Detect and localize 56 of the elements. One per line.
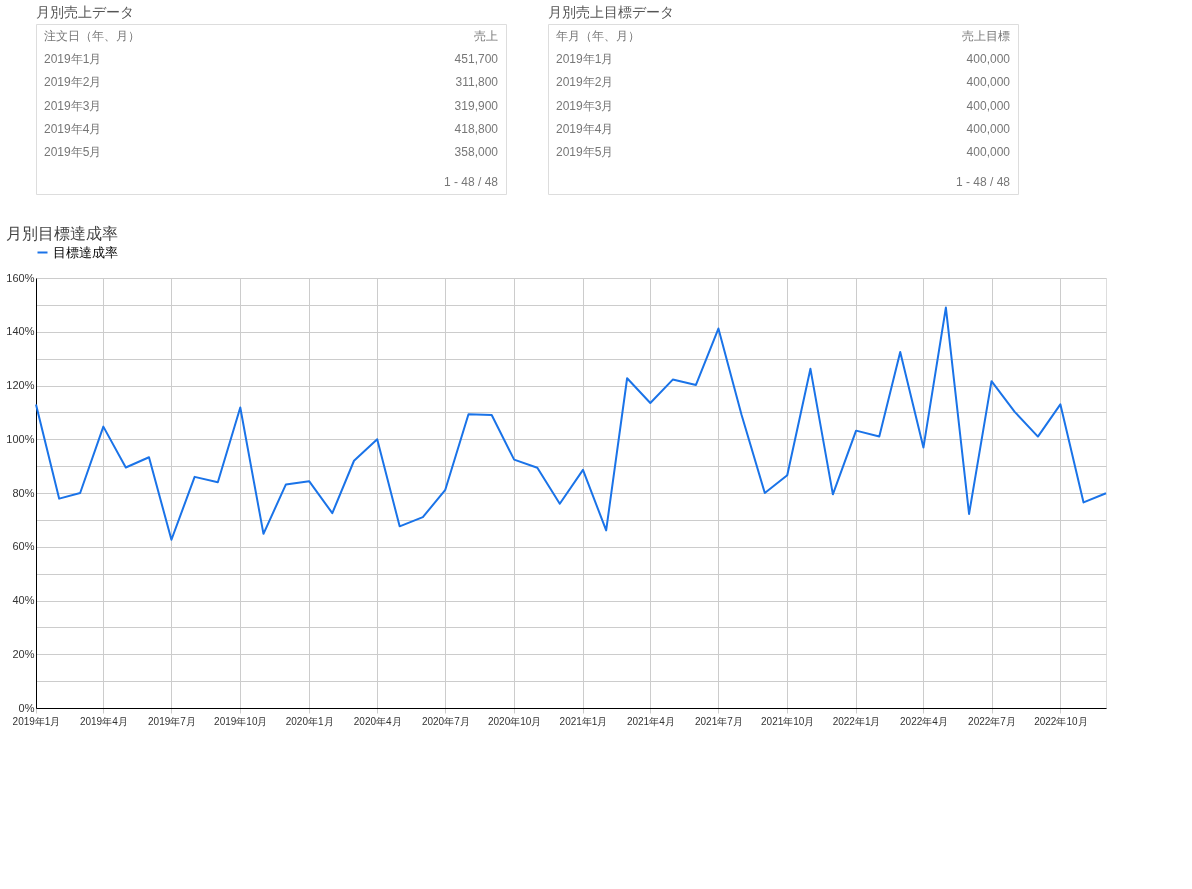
y-tick-label: 0% <box>18 701 35 714</box>
y-tick-label: 40% <box>12 594 35 606</box>
x-tick-label: 2022年10月 <box>1034 715 1088 727</box>
text: 311,800 <box>455 75 499 90</box>
text: 注文日（年、月） <box>44 28 140 43</box>
text: 1 - 48 / 48 <box>955 175 1011 190</box>
x-tick-label: 2019年10月 <box>214 715 268 727</box>
text: 月別売上目標データ <box>548 4 674 20</box>
x-tick-label: 2020年4月 <box>353 715 402 727</box>
text: 売上 <box>474 28 498 43</box>
x-tick-label: 2021年1月 <box>559 715 608 727</box>
text: 2019年4月 <box>44 121 102 136</box>
text: 2019年3月 <box>44 98 102 113</box>
text: 400,000 <box>966 51 1011 66</box>
y-tick-label: 120% <box>6 379 35 391</box>
x-tick-label: 2022年4月 <box>900 715 948 727</box>
y-tick-label: 100% <box>6 432 35 445</box>
y-tick-label: 160% <box>6 271 35 284</box>
text: 2019年2月 <box>556 75 614 90</box>
x-tick-label: 2019年1月 <box>12 715 61 727</box>
text: 2019年1月 <box>44 51 102 66</box>
y-tick-label: 140% <box>6 325 35 338</box>
text: 418,800 <box>454 121 499 136</box>
x-tick-label: 2021年10月 <box>761 715 815 727</box>
text: 400,000 <box>966 145 1011 160</box>
y-tick-label: 60% <box>12 540 35 553</box>
y-tick-label: 80% <box>12 486 35 499</box>
x-tick-label: 2020年1月 <box>285 715 334 727</box>
x-tick-label: 2020年7月 <box>421 715 470 727</box>
text: 年月（年、月） <box>556 28 640 43</box>
x-tick-label: 2019年7月 <box>148 715 196 727</box>
line-series <box>35 306 1107 541</box>
legend-label: 目標達成率 <box>53 244 118 260</box>
x-tick-label: 2022年7月 <box>968 715 1016 727</box>
text: 2019年4月 <box>556 121 614 136</box>
x-tick-label: 2020年10月 <box>487 715 542 727</box>
text: 400,000 <box>966 98 1011 113</box>
x-tick-label: 2021年4月 <box>626 715 675 727</box>
text: 400,000 <box>966 75 1011 90</box>
text: 月別売上データ <box>36 4 134 20</box>
text: 1 - 48 / 48 <box>443 175 499 190</box>
chart-title: 月別目標達成率 <box>5 225 118 242</box>
text: 2019年5月 <box>556 145 614 160</box>
text: 2019年3月 <box>556 98 614 113</box>
text: 2019年5月 <box>44 145 102 160</box>
text: 2019年2月 <box>44 75 102 90</box>
text: 451,700 <box>454 51 499 66</box>
x-tick-label: 2022年1月 <box>832 715 881 727</box>
x-tick-label: 2019年4月 <box>79 715 128 727</box>
text: 319,900 <box>454 98 499 113</box>
text: 358,000 <box>454 145 499 160</box>
text: 売上目標 <box>962 28 1010 43</box>
text: 2019年1月 <box>556 51 614 66</box>
text: 400,000 <box>966 121 1011 136</box>
y-tick-label: 20% <box>12 647 35 660</box>
x-tick-label: 2021年7月 <box>695 715 743 727</box>
